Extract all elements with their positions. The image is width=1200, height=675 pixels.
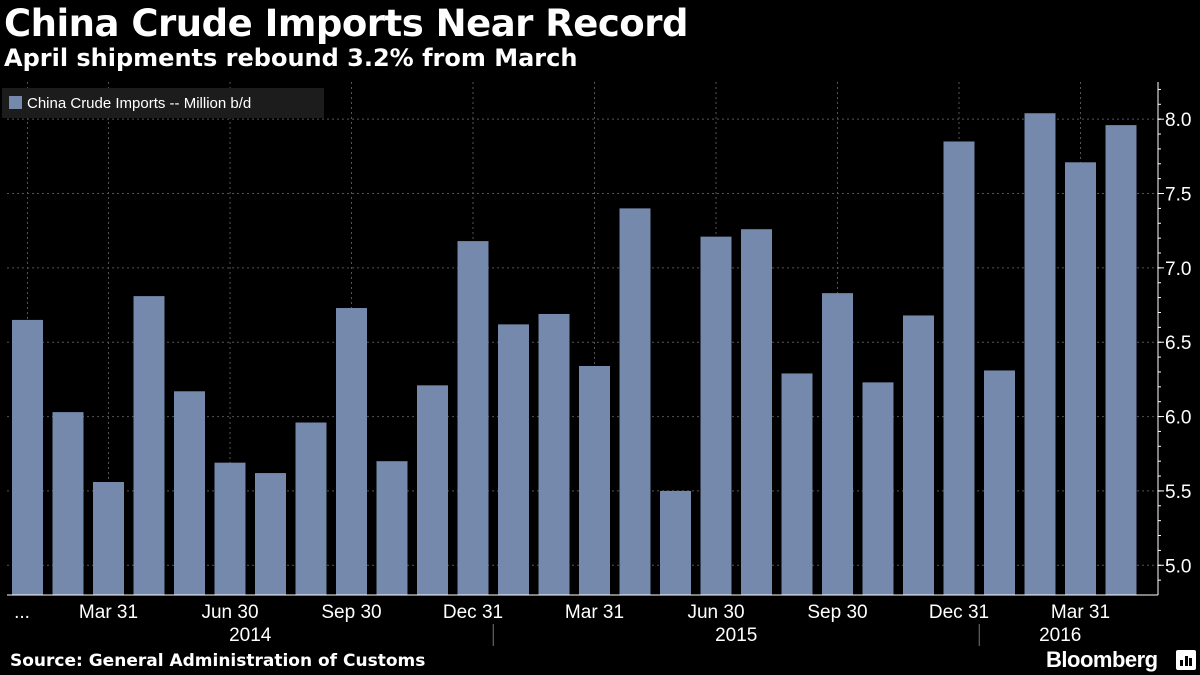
bar [700, 236, 732, 595]
bloomberg-chart-icon [1176, 650, 1196, 670]
bar [376, 461, 408, 595]
source-note: Source: General Administration of Custom… [10, 651, 426, 671]
y-tick-label: 6.5 [1165, 333, 1191, 354]
bar [214, 462, 246, 595]
bar [862, 382, 894, 595]
x-year-label: 2014 [229, 625, 272, 646]
x-tick-label: Dec 31 [443, 602, 503, 623]
bar [336, 308, 367, 595]
bar [1024, 113, 1056, 596]
x-year-label: 2015 [715, 625, 757, 646]
chart-title: China Crude Imports Near Record [4, 2, 688, 45]
bars [12, 113, 1137, 596]
bar [943, 141, 975, 595]
x-tick-label: Jun 30 [687, 602, 744, 623]
x-tick-label: Mar 31 [79, 602, 138, 623]
y-tick-label: 5.0 [1165, 556, 1191, 577]
bar [174, 391, 205, 595]
x-tick-label: Sep 30 [321, 602, 381, 623]
x-tick-label: Sep 30 [807, 602, 867, 623]
y-tick-label: 6.0 [1165, 408, 1191, 429]
x-tick-label: Mar 31 [565, 602, 624, 623]
bar [1065, 162, 1096, 595]
bar [579, 366, 610, 595]
bar [295, 422, 327, 595]
bar [619, 208, 651, 596]
bar [498, 324, 529, 595]
x-year-label: 2016 [1039, 625, 1081, 646]
x-tick-label: Jun 30 [201, 602, 258, 623]
bar [12, 319, 43, 595]
bar [1105, 125, 1137, 596]
bar [660, 490, 691, 595]
x-tick-label: Mar 31 [1051, 602, 1110, 623]
x-tick-label: Dec 31 [929, 602, 989, 623]
bloomberg-logo: Bloomberg [1046, 647, 1158, 672]
bar-chart: 5.0 5.5 6.0 6.5 7.0 7.5 8.0... Mar 31 Jun 30 Sep … [2, 82, 1191, 646]
bar [741, 229, 772, 596]
bar [133, 296, 165, 595]
bar [781, 373, 813, 595]
y-tick-label: 8.0 [1165, 110, 1191, 131]
bar [903, 315, 934, 595]
bar [984, 370, 1015, 595]
chart-subtitle: April shipments rebound 3.2% from March [4, 44, 578, 72]
y-tick-label: 7.0 [1165, 259, 1191, 280]
bar [255, 473, 286, 595]
legend-label: China Crude Imports -- Million b/d [27, 95, 251, 112]
legend-box [2, 88, 324, 118]
y-tick-label: 5.5 [1165, 482, 1191, 503]
legend: China Crude Imports -- Million b/d [2, 88, 324, 118]
axes: 5.0 5.5 6.0 6.5 7.0 7.5 8.0... Mar 31 Jun 30 Sep … [7, 82, 1191, 646]
bar [52, 412, 84, 595]
y-tick-label: 7.5 [1165, 185, 1191, 206]
bar [822, 293, 853, 595]
bar [93, 481, 124, 595]
bar [417, 385, 448, 595]
bar [457, 241, 489, 595]
bar [538, 313, 570, 595]
x-tick-label: ... [14, 602, 30, 623]
legend-swatch [9, 96, 22, 109]
